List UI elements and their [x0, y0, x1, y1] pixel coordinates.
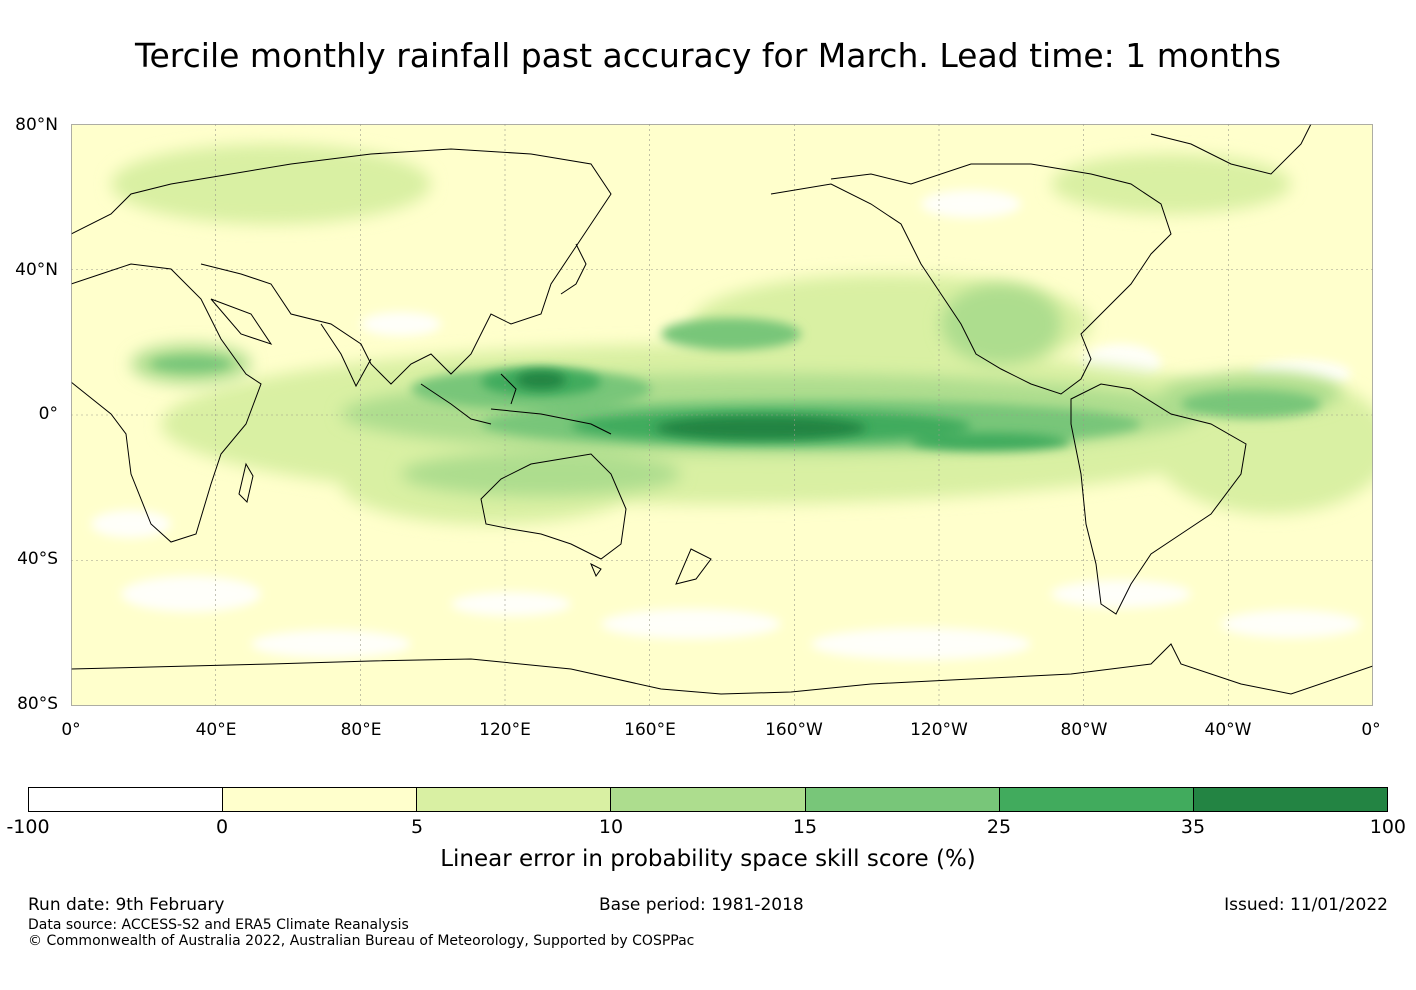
- lat-label-40n: 40°N: [15, 260, 58, 280]
- lon-label-160w: 160°W: [765, 720, 823, 740]
- lat-label-80n: 80°N: [15, 115, 58, 135]
- colorbar-tick: 0: [215, 816, 229, 838]
- lon-label-120e: 120°E: [479, 720, 531, 740]
- run-date: Run date: 9th February: [28, 895, 225, 915]
- lon-label-0-right: 0°: [1361, 720, 1381, 740]
- copyright: © Commonwealth of Australia 2022, Austra…: [28, 933, 695, 949]
- skill-band-35-100: [516, 371, 866, 440]
- issued-date: Issued: 11/01/2022: [1224, 895, 1388, 915]
- map-title: Tercile monthly rainfall past accuracy f…: [134, 36, 1282, 75]
- colorbar-tick: 35: [1180, 816, 1206, 838]
- lon-label-40w: 40°W: [1204, 720, 1252, 740]
- data-source: Data source: ACCESS-S2 and ERA5 Climate …: [28, 917, 409, 933]
- colorbar-label: Linear error in probability space skill …: [440, 846, 976, 872]
- colorbar-tick: 15: [792, 816, 818, 838]
- colorbar-tick: 25: [986, 816, 1012, 838]
- colorbar-segment: [223, 788, 418, 811]
- lon-label-80w: 80°W: [1060, 720, 1108, 740]
- skill-map: [71, 124, 1373, 706]
- graticule: [71, 124, 1373, 706]
- lon-label-160e: 160°E: [624, 720, 676, 740]
- colorbar-segment: [417, 788, 612, 811]
- colorbar-segment: [805, 788, 1000, 811]
- lon-label-120w: 120°W: [910, 720, 968, 740]
- map-frame: [71, 124, 1373, 706]
- colorbar-tick: 10: [598, 816, 624, 838]
- lat-label-40s: 40°S: [17, 549, 58, 569]
- colorbar-segment: [999, 788, 1194, 811]
- colorbar-segment: [1193, 788, 1387, 811]
- coastlines: [71, 124, 1373, 695]
- lat-label-80s: 80°S: [17, 694, 58, 714]
- colorbar-tick: -100: [6, 816, 50, 838]
- lat-label-0: 0°: [38, 404, 58, 424]
- lon-label-0-left: 0°: [61, 720, 81, 740]
- colorbar-segment: [29, 788, 224, 811]
- lon-label-40e: 40°E: [195, 720, 237, 740]
- colorbar: [28, 787, 1388, 812]
- colorbar-segment: [611, 788, 806, 811]
- colorbar-tick: 5: [410, 816, 424, 838]
- skill-map-canvas: [71, 124, 1373, 706]
- colorbar-tick: 100: [1369, 816, 1406, 838]
- lon-label-80e: 80°E: [340, 720, 382, 740]
- base-period: Base period: 1981-2018: [599, 895, 804, 915]
